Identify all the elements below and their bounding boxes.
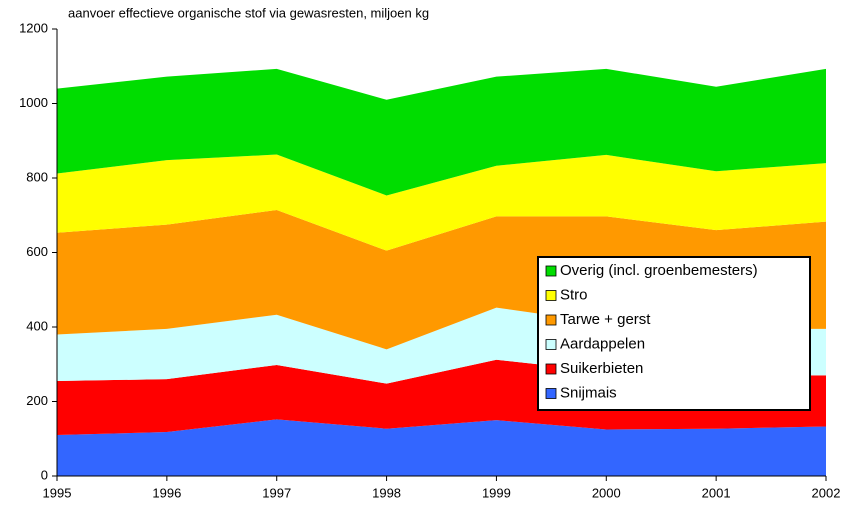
x-tick-label: 2001	[702, 485, 731, 500]
legend-label: Overig (incl. groenbemesters)	[560, 262, 758, 279]
legend-label: Suikerbieten	[560, 360, 643, 377]
y-tick-label: 1000	[19, 95, 48, 110]
legend-label: Snijmais	[560, 384, 617, 401]
area	[57, 419, 826, 476]
legend-swatch	[545, 290, 557, 301]
legend-label: Tarwe + gerst	[560, 311, 651, 328]
y-tick-label: 400	[26, 318, 48, 333]
y-tick-label: 200	[26, 393, 48, 408]
y-tick-label: 800	[26, 169, 48, 184]
x-tick-label: 2002	[812, 485, 841, 500]
x-tick-label: 1996	[152, 485, 181, 500]
area	[57, 68, 826, 196]
legend-swatch	[545, 314, 557, 326]
legend-swatch	[545, 339, 557, 350]
x-tick-label: 1998	[372, 485, 401, 500]
legend-label: Aardappelen	[560, 335, 645, 352]
chart-title: aanvoer effectieve organische stof via g…	[68, 5, 429, 20]
legend-box	[537, 256, 811, 411]
legend-swatch	[545, 388, 557, 399]
y-tick-label: 1200	[19, 20, 48, 35]
x-tick-label: 1997	[262, 485, 291, 500]
y-tick-label: 0	[41, 467, 48, 482]
area	[57, 154, 826, 251]
legend-swatch	[545, 363, 557, 375]
x-tick-label: 2000	[592, 485, 621, 500]
legend-swatch	[545, 265, 557, 277]
x-tick-label: 1999	[482, 485, 511, 500]
x-tick-label: 1995	[43, 485, 72, 500]
legend-label: Stro	[560, 286, 588, 303]
y-tick-label: 600	[26, 244, 48, 259]
